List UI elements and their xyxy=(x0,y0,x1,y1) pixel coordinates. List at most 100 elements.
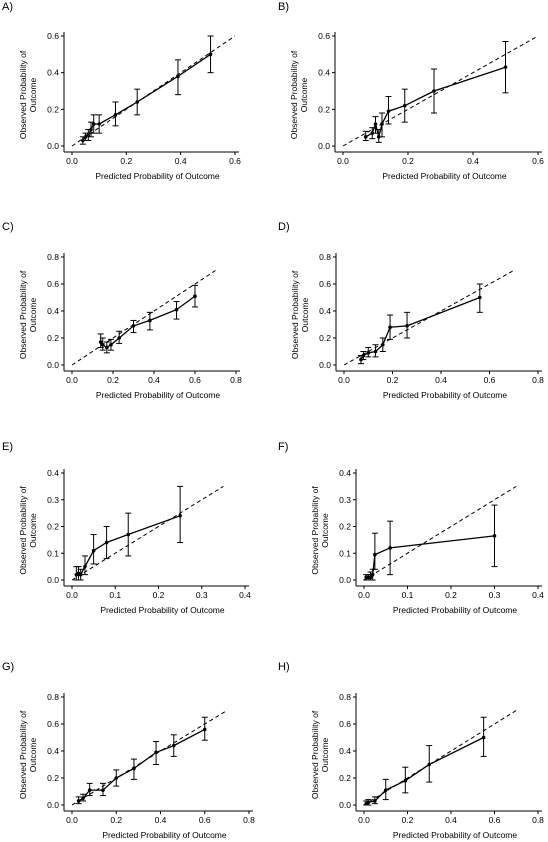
y-tick-label: 0.1 xyxy=(339,548,351,558)
y-tick-label: 0.6 xyxy=(47,31,59,41)
x-tick-label: 0.0 xyxy=(66,590,78,600)
panel-label: D) xyxy=(278,221,290,233)
y-axis-title-line: Outcome xyxy=(299,77,309,112)
y-axis-title-line: Observed Probability of xyxy=(18,50,28,139)
data-point xyxy=(373,552,377,557)
data-point xyxy=(208,52,213,57)
reference-line xyxy=(363,485,517,581)
y-tick-label: 0.0 xyxy=(319,360,331,370)
data-point xyxy=(113,113,118,117)
data-point xyxy=(81,138,85,143)
y-axis-title-line: Outcome xyxy=(28,297,38,332)
data-point xyxy=(359,357,363,362)
x-tick-label: 0.2 xyxy=(387,375,399,385)
x-tick-label: 0.0 xyxy=(66,156,78,166)
x-tick-label: 0.8 xyxy=(532,375,544,385)
y-tick-label: 0.0 xyxy=(47,575,59,585)
x-tick-label: 0.4 xyxy=(467,156,479,166)
y-tick-label: 0.2 xyxy=(318,104,330,114)
data-point xyxy=(478,295,482,300)
x-tick-label: 0.0 xyxy=(66,815,78,825)
y-axis-title-line: Observed Probability of xyxy=(289,50,299,139)
data-point xyxy=(388,546,392,550)
data-point xyxy=(135,100,139,104)
y-tick-label: 0.6 xyxy=(47,719,59,729)
data-point xyxy=(117,336,121,340)
x-tick-label: 0.0 xyxy=(358,590,370,600)
data-point xyxy=(373,799,377,803)
reference-line xyxy=(71,710,228,806)
reference-line xyxy=(71,485,224,581)
y-axis-title-line: Observed Probability of xyxy=(18,710,28,799)
x-tick-label: 0.8 xyxy=(230,375,242,385)
data-point xyxy=(381,342,385,347)
panel-d: D) 0.0 0.2 0.4 0.6 0.8 0.0 0.2 0.4 0.6 0.8 Predicte… xyxy=(278,221,544,400)
data-point xyxy=(503,65,508,69)
data-point xyxy=(81,796,85,801)
data-point xyxy=(176,74,180,79)
x-axis-title: Predicted Probability of Outcome xyxy=(382,171,507,181)
data-point xyxy=(373,122,378,126)
y-tick-label: 0.6 xyxy=(47,279,59,289)
x-tick-label: 0.4 xyxy=(148,375,160,385)
data-point xyxy=(78,572,83,577)
y-tick-label: 0.2 xyxy=(47,773,59,783)
panel-e: E) 0.0 0.1 0.2 0.3 0.4 0.0 0.1 0.2 0.3 0.4 Predicte… xyxy=(2,441,251,615)
x-tick-label: 0.2 xyxy=(402,815,414,825)
calibration-line xyxy=(365,66,506,138)
y-tick-label: 0.2 xyxy=(47,522,59,532)
x-tick-label: 0.1 xyxy=(402,590,414,600)
x-tick-label: 0.4 xyxy=(155,815,167,825)
data-point xyxy=(91,122,96,126)
data-point xyxy=(193,294,197,298)
data-point xyxy=(114,776,119,780)
data-point xyxy=(361,353,366,358)
y-tick-label: 0.6 xyxy=(318,31,330,41)
y-tick-label: 0.4 xyxy=(319,306,331,316)
y-axis-title: Observed Probability ofOutcome xyxy=(18,50,38,139)
y-axis-title-line: Observed Probability of xyxy=(18,486,28,575)
data-point xyxy=(154,750,158,755)
data-point xyxy=(481,735,486,740)
panel-label: G) xyxy=(2,661,14,673)
data-point xyxy=(202,727,207,732)
x-axis-title: Predicted Probability of Outcome xyxy=(95,171,220,181)
data-point xyxy=(126,532,131,537)
y-axis-title-line: Observed Probability of xyxy=(18,270,28,359)
panel-f: F) 0.0 0.1 0.2 0.3 0.4 0.0 0.1 0.2 0.3 0.4 Predicte… xyxy=(278,441,544,615)
data-point xyxy=(427,762,432,767)
y-axis-title-line: Observed Probability of xyxy=(310,486,320,575)
x-axis-title: Predicted Probability of Outcome xyxy=(383,390,508,400)
x-tick-label: 0.0 xyxy=(66,375,78,385)
data-point xyxy=(97,122,101,126)
data-point xyxy=(366,800,371,805)
x-tick-label: 0.3 xyxy=(489,590,501,600)
y-tick-label: 0.4 xyxy=(47,468,59,478)
data-point xyxy=(86,133,91,137)
data-point xyxy=(105,345,109,350)
y-tick-label: 0.0 xyxy=(47,360,59,370)
y-tick-label: 0.8 xyxy=(47,252,59,262)
y-tick-label: 0.0 xyxy=(47,800,59,810)
y-tick-label: 0.0 xyxy=(47,141,59,151)
panel-b: B) 0.0 0.2 0.4 0.6 0.0 0.2 0.4 0.6 Predicted Prob… xyxy=(278,1,544,181)
data-point xyxy=(98,340,103,344)
data-point xyxy=(171,743,176,748)
x-tick-label: 0.2 xyxy=(153,590,165,600)
x-tick-label: 0.6 xyxy=(532,156,544,166)
x-tick-label: 0.2 xyxy=(120,156,132,166)
calibration-line xyxy=(365,736,484,805)
x-tick-label: 0.6 xyxy=(484,375,496,385)
y-axis-title-line: Outcome xyxy=(300,297,310,332)
calibration-line xyxy=(366,535,495,578)
y-tick-label: 0.4 xyxy=(318,68,330,78)
data-point xyxy=(373,349,378,354)
data-point xyxy=(380,122,384,126)
y-axis-title: Observed Probability ofOutcome xyxy=(310,710,330,799)
data-point xyxy=(104,540,109,545)
y-tick-label: 0.3 xyxy=(47,495,59,505)
data-point xyxy=(87,788,92,792)
data-point xyxy=(432,89,436,93)
y-axis-title-line: Outcome xyxy=(320,737,330,772)
x-tick-label: 0.1 xyxy=(109,590,121,600)
